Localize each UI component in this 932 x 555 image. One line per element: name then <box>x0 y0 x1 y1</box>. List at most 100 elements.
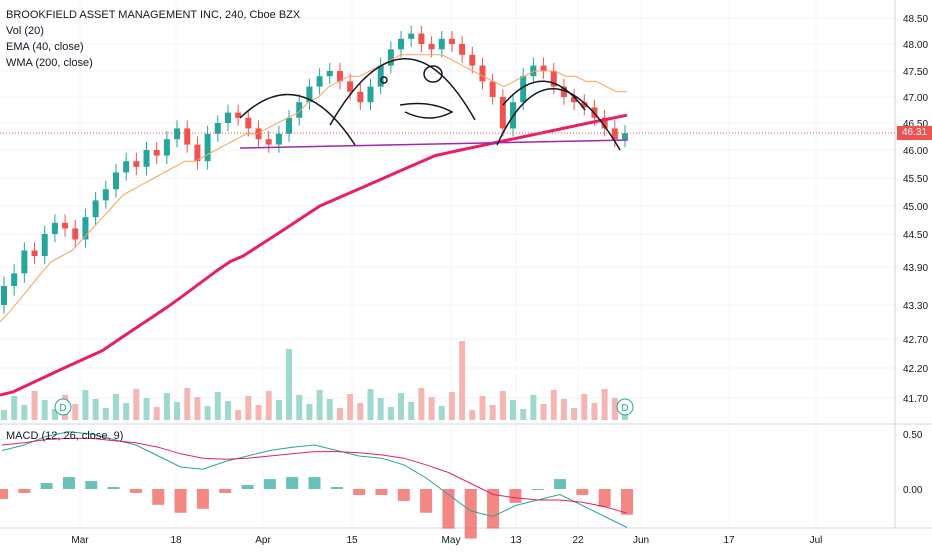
volume-bar <box>143 398 150 420</box>
candle-body <box>224 112 231 123</box>
macd-histogram-bar <box>531 489 544 490</box>
macd-legend: MACD (12, 26, close, 9) <box>6 428 123 444</box>
volume-bar <box>591 403 598 420</box>
candle-body <box>428 44 435 50</box>
candle-body <box>92 200 99 218</box>
candle-body <box>255 128 262 140</box>
candle-body <box>479 65 486 82</box>
chart-legend: BROOKFIELD ASSET MANAGEMENT INC, 240, Cb… <box>6 7 300 71</box>
candle-body <box>367 86 374 103</box>
candle-body <box>347 81 354 92</box>
candle-body <box>235 112 242 118</box>
macd-axis-tick: 0.50 <box>903 430 923 441</box>
macd-histogram-bar <box>464 489 477 539</box>
wma-line <box>0 113 628 397</box>
time-axis-tick: 18 <box>170 535 182 546</box>
volume-bar <box>235 410 242 420</box>
candle-body <box>82 217 89 240</box>
right-shoulder-drawing <box>496 88 621 151</box>
macd-histogram-bar <box>308 477 321 489</box>
volume-bar <box>387 407 394 420</box>
volume-bar <box>510 400 517 420</box>
price-axis-tick: 41.70 <box>903 394 928 405</box>
volume-bar <box>31 391 38 420</box>
candle-body <box>214 123 221 134</box>
macd-line <box>1 431 628 528</box>
candle-body <box>41 234 48 256</box>
candle-body <box>398 38 405 50</box>
volume-bar <box>72 404 79 420</box>
macd-title: MACD (12, 26, close, 9) <box>6 430 124 442</box>
time-axis-tick: Jun <box>633 535 649 546</box>
last-price-tag: 46.31 <box>897 126 932 140</box>
candle-body <box>306 86 313 103</box>
candle-body <box>489 81 496 97</box>
macd-histogram-bar <box>375 489 388 495</box>
volume-bar <box>153 407 160 420</box>
volume-bar <box>224 401 231 420</box>
volume-bar <box>448 392 455 420</box>
candle-body <box>31 250 38 256</box>
macd-histogram-bar <box>0 489 8 499</box>
candle-body <box>62 222 69 229</box>
volume-bar <box>560 399 567 420</box>
candle-body <box>408 33 415 39</box>
candle-body <box>601 117 608 129</box>
volume-bar <box>428 397 435 420</box>
left-shoulder-drawing <box>239 93 356 146</box>
volume-bar <box>316 390 323 420</box>
volume-bar <box>255 405 262 420</box>
volume-bar <box>540 404 547 420</box>
candle-body <box>418 33 425 44</box>
price-axis-tick: 47.00 <box>903 93 928 104</box>
macd-histogram-bar <box>509 489 522 503</box>
volume-bar <box>82 390 89 420</box>
macd-histogram-bar <box>174 489 187 513</box>
volume-bar <box>326 399 333 420</box>
volume-bar <box>347 394 354 420</box>
candle-body <box>1 286 7 305</box>
macd-histogram-bar <box>107 487 120 489</box>
chart-title: BROOKFIELD ASSET MANAGEMENT INC, 240, Cb… <box>6 9 301 21</box>
candle-body <box>245 117 252 129</box>
volume-bar <box>286 349 293 420</box>
signal-line <box>1 437 628 514</box>
macd-histogram-bar <box>241 485 254 489</box>
candle-body <box>326 71 333 77</box>
volume-bar <box>214 392 221 420</box>
indicator-wma: WMA (200, close) <box>6 57 93 69</box>
volume-bar <box>11 396 18 420</box>
time-axis-tick: 13 <box>510 535 522 546</box>
macd-histogram-bar <box>598 489 611 507</box>
candle-body <box>133 161 140 167</box>
candle-body <box>51 222 58 234</box>
volume-bar <box>571 408 578 420</box>
volume-bar <box>581 394 588 420</box>
macd-histogram-bar <box>554 479 567 489</box>
candle-body <box>520 76 527 103</box>
macd-histogram-bar <box>621 489 633 515</box>
price-axis-tick: 48.00 <box>903 40 928 51</box>
dividend-marker <box>616 398 634 416</box>
macd-histogram-bar <box>397 489 410 501</box>
candle-body <box>571 97 578 103</box>
candle-body <box>143 150 150 167</box>
eye-small-drawing <box>380 76 388 84</box>
candle-body <box>560 86 567 97</box>
volume-bar <box>398 393 405 420</box>
volume-bar <box>530 395 537 420</box>
volume-bar <box>51 409 58 420</box>
candle-body <box>377 65 384 87</box>
volume-bar <box>367 389 374 420</box>
volume-bar <box>479 396 486 420</box>
macd-histogram-bar <box>263 479 276 489</box>
volume-bar <box>265 391 272 420</box>
candle-body <box>11 273 18 286</box>
candle-body <box>499 97 506 129</box>
candle-body <box>316 76 323 87</box>
volume-bar <box>163 393 170 420</box>
candle-body <box>622 133 628 140</box>
candle-body <box>194 144 201 162</box>
candle-body <box>112 172 119 190</box>
